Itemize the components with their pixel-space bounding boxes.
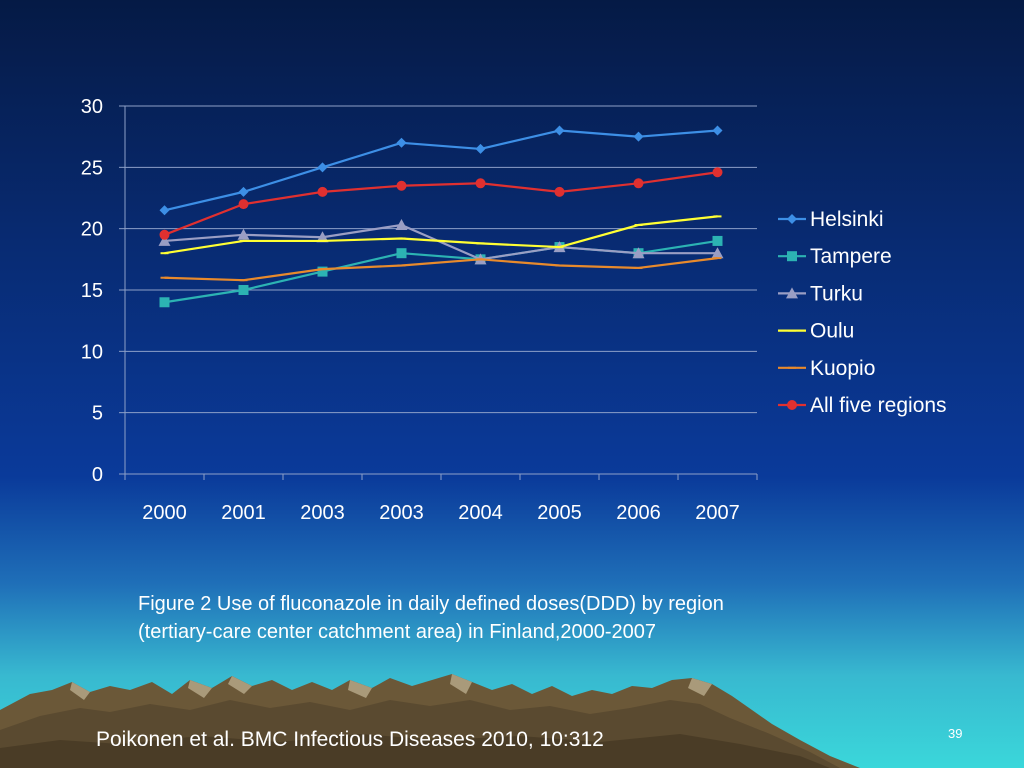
data-point — [317, 162, 328, 173]
legend-label: Tampere — [810, 245, 892, 268]
legend-label: Turku — [810, 282, 863, 305]
data-point — [633, 131, 644, 142]
legend-label: All five regions — [810, 394, 947, 417]
y-tick-label: 25 — [81, 157, 103, 179]
data-point — [712, 125, 723, 136]
data-point — [633, 178, 644, 189]
legend-marker — [786, 287, 798, 299]
page-number: 39 — [948, 726, 963, 741]
legend-label: Oulu — [810, 320, 854, 343]
series-line — [164, 257, 718, 282]
x-tick-label: 2003 — [300, 502, 345, 524]
y-tick-label: 5 — [92, 403, 103, 425]
legend: Helsinki Tampere Turku Oulu Kuopio All five r… — [778, 208, 947, 417]
x-tick-label: 2005 — [537, 502, 582, 524]
x-tick-label: 2007 — [695, 502, 740, 524]
legend-item: Turku — [778, 282, 863, 305]
y-tick-label: 20 — [81, 219, 103, 241]
y-tick-label: 15 — [81, 280, 103, 302]
data-point — [238, 186, 249, 197]
x-tick-label: 2003 — [379, 502, 424, 524]
citation: Poikonen et al. BMC Infectious Diseases … — [96, 728, 604, 751]
series-line — [164, 223, 718, 261]
data-point — [317, 266, 328, 277]
legend-item: Tampere — [778, 245, 892, 268]
series-line — [164, 129, 718, 212]
x-tick-label: 2004 — [458, 502, 503, 524]
data-point — [317, 186, 328, 197]
data-point — [712, 235, 723, 246]
series-tampere — [159, 235, 723, 308]
gridlines — [125, 105, 757, 414]
legend-item: All five regions — [778, 394, 947, 417]
series-oulu — [160, 215, 722, 255]
data-point — [711, 247, 724, 259]
legend-marker — [787, 400, 797, 410]
legend-marker — [787, 214, 797, 224]
data-point — [159, 229, 170, 240]
data-point — [237, 228, 250, 240]
data-point — [396, 180, 407, 191]
data-point — [396, 248, 407, 259]
series-lines — [158, 125, 724, 308]
x-tick-label: 2006 — [616, 502, 661, 524]
data-point — [159, 205, 170, 216]
data-point — [238, 199, 249, 210]
caption-line-2: (tertiary-care center catchment area) in… — [138, 621, 657, 643]
x-tick-label: 2001 — [221, 502, 266, 524]
data-point — [238, 285, 249, 295]
mountain-decoration — [0, 674, 860, 768]
series-line — [164, 171, 718, 236]
data-point — [632, 247, 645, 259]
series-line — [164, 215, 718, 255]
y-tick-label: 10 — [81, 341, 103, 363]
legend-item: Helsinki — [778, 208, 884, 231]
data-point — [712, 167, 723, 178]
caption-line-1: Figure 2 Use of fluconazole in daily def… — [138, 593, 724, 615]
figure-caption: Figure 2 Use of fluconazole in daily def… — [138, 590, 938, 646]
series-kuopio — [160, 257, 722, 282]
data-point — [316, 231, 329, 243]
data-point — [396, 137, 407, 148]
legend-label: Helsinki — [810, 208, 884, 231]
data-point — [475, 178, 486, 189]
series-helsinki — [159, 125, 723, 216]
data-point — [159, 297, 170, 308]
y-tick-label: 30 — [81, 96, 103, 118]
legend-label: Kuopio — [810, 357, 875, 380]
legend-item: Kuopio — [778, 357, 875, 380]
data-point — [554, 125, 565, 136]
data-point — [475, 143, 486, 154]
y-tick-label: 0 — [92, 464, 103, 486]
legend-marker — [787, 251, 797, 262]
data-point — [158, 234, 171, 246]
data-point — [395, 218, 408, 230]
legend-item: Oulu — [778, 320, 854, 343]
x-tick-label: 2000 — [142, 502, 187, 524]
data-point — [554, 186, 565, 197]
series-all-five-regions — [159, 167, 723, 240]
axes: 0 5 10 15 20 25 30 2000 2001 2003 2003 2004 2005 2006… — [81, 96, 758, 524]
